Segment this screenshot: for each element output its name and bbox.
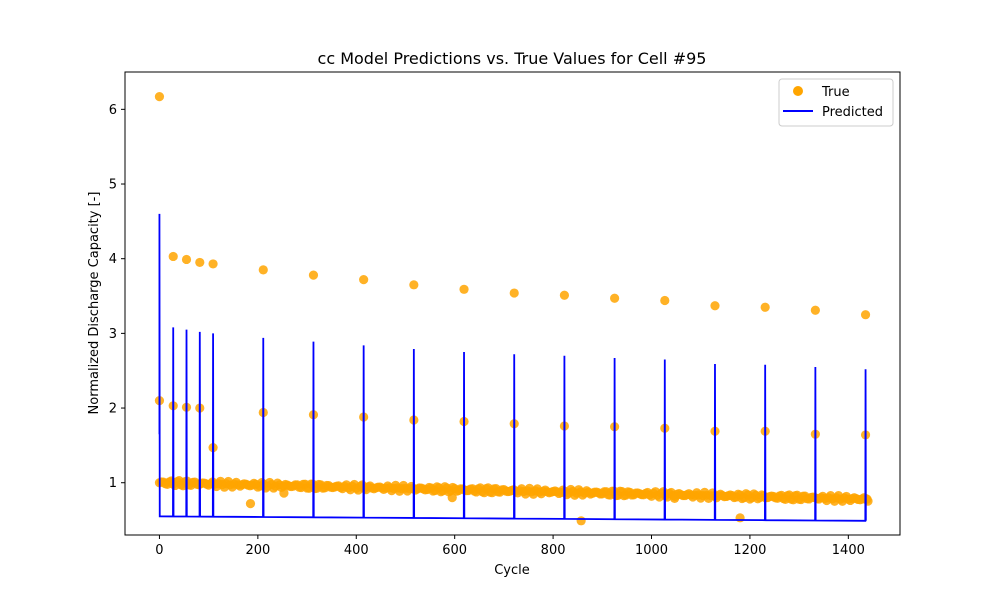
true-point	[154, 92, 165, 102]
true-point	[195, 257, 205, 268]
legend-true-label: True	[821, 85, 850, 100]
legend-predicted-label: Predicted	[822, 105, 883, 120]
true-point	[660, 295, 670, 306]
x-tick-label: 400	[344, 543, 369, 558]
y-tick-label: 3	[109, 327, 117, 342]
predicted-line	[158, 213, 867, 522]
true-point	[610, 293, 620, 303]
true-point	[760, 302, 770, 312]
true-point	[181, 254, 192, 265]
x-tick-label: 600	[442, 543, 467, 558]
y-tick-label: 2	[109, 402, 117, 417]
true-point	[409, 280, 419, 290]
plot-frame	[124, 71, 901, 536]
true-point	[710, 301, 720, 311]
true-point	[258, 265, 268, 275]
true-point	[279, 488, 289, 498]
true-point	[245, 499, 256, 509]
legend-true-marker	[793, 86, 803, 96]
x-tick-label: 0	[155, 543, 163, 558]
legend: True Predicted	[778, 78, 894, 127]
y-tick-label: 6	[109, 103, 117, 118]
true-point	[509, 288, 519, 298]
x-tick-label: 1200	[733, 543, 766, 558]
plot-area	[154, 92, 873, 526]
x-tick-label: 1400	[832, 543, 865, 558]
true-point	[810, 305, 820, 315]
true-point	[860, 310, 871, 320]
true-point	[670, 493, 680, 504]
true-point	[208, 259, 218, 269]
y-tick-label: 4	[109, 252, 117, 267]
true-point	[576, 516, 586, 526]
true-point	[735, 513, 745, 523]
x-tick-label: 1000	[635, 543, 668, 558]
legend-box	[778, 78, 894, 127]
true-point	[359, 275, 369, 285]
true-point	[168, 251, 178, 262]
y-axis-label: Normalized Discharge Capacity [-]	[87, 192, 102, 415]
axis-ticks: 0 200 400 600 800 1000 1200 1400 1 2 3 4 5 6	[109, 103, 865, 558]
y-tick-label: 5	[109, 178, 117, 193]
x-tick-label: 800	[541, 543, 566, 558]
true-point	[862, 494, 872, 504]
chart-title: cc Model Predictions vs. True Values for…	[318, 49, 707, 68]
y-tick-label: 1	[109, 476, 117, 491]
true-point	[559, 290, 570, 300]
true-point	[308, 270, 319, 280]
true-point	[459, 284, 469, 294]
true-point	[447, 493, 457, 503]
x-tick-label: 200	[245, 543, 270, 558]
plot-inner	[154, 92, 873, 526]
x-axis-label: Cycle	[494, 563, 530, 578]
